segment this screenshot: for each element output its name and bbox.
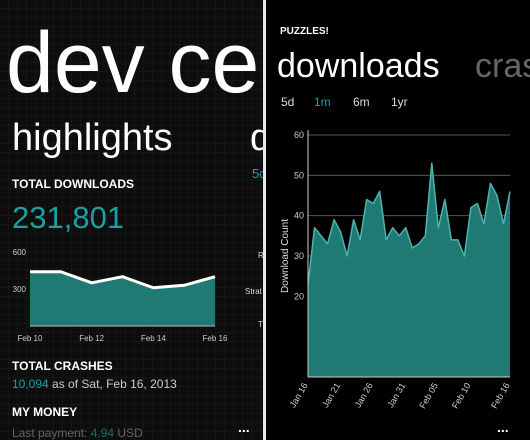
app-title: dev ce xyxy=(6,15,259,111)
payment-line: Last payment: 4.94 USD xyxy=(12,426,143,440)
crashes-count: 10,094 xyxy=(12,377,49,391)
area xyxy=(30,271,215,326)
tab[interactable]: 1m xyxy=(314,95,331,109)
y-tick-label: 40 xyxy=(294,211,304,221)
tab[interactable]: 5d xyxy=(281,95,294,109)
payment-amount: 4.94 xyxy=(91,426,115,440)
tab[interactable]: 6m xyxy=(353,95,370,109)
line xyxy=(30,270,216,290)
area xyxy=(308,163,510,377)
section-label: TOTAL DOWNLOADS xyxy=(12,177,134,191)
total-downloads: 231,801 xyxy=(12,200,124,235)
line xyxy=(307,162,511,285)
y-axis-label: Download Count xyxy=(280,219,291,293)
x-tick-label: Feb 16 xyxy=(203,334,228,343)
payment-label: Last payment: xyxy=(12,426,87,440)
next-tab[interactable]: 5d xyxy=(252,166,266,181)
pivot-next[interactable]: cras xyxy=(475,47,530,85)
pivot-title[interactable]: highlights xyxy=(12,117,173,159)
crashes-date: as of Sat, Feb 16, 2013 xyxy=(52,377,177,391)
x-tick-label: Feb 14 xyxy=(141,334,166,343)
payment-currency: USD xyxy=(117,426,143,440)
right-panel: PUZZLES! downloads cras 5d 1m 6m 1yr 20 30 40… xyxy=(266,0,530,440)
y-tick-label: 300 xyxy=(13,285,27,294)
menu-button[interactable]: ... xyxy=(497,419,509,435)
y-tick-label: 50 xyxy=(294,170,304,180)
y-tick-label: 600 xyxy=(13,248,27,257)
section-label: TOTAL CRASHES xyxy=(12,359,113,373)
menu-button[interactable]: ... xyxy=(238,419,250,435)
side-label: R xyxy=(258,251,264,260)
tab[interactable]: 1yr xyxy=(391,95,408,109)
background xyxy=(0,0,263,440)
pivot-next[interactable]: d xyxy=(250,117,271,159)
chart: 300 600 Feb 10 Feb 12 Feb 14 Feb 16 xyxy=(13,248,228,343)
y-tick-label: 30 xyxy=(294,251,304,261)
divider xyxy=(263,0,266,440)
x-tick-label: Feb 10 xyxy=(18,334,43,343)
section-label: MY MONEY xyxy=(12,405,77,419)
x-tick-label: Feb 12 xyxy=(79,334,104,343)
pivot-title[interactable]: downloads xyxy=(277,47,440,85)
tabs: 5d 1m 6m 1yr xyxy=(281,95,408,109)
y-tick-label: 60 xyxy=(294,130,304,140)
left-panel: dev ce highlights d 5d TOTAL DOWNLOADS 2… xyxy=(0,0,271,440)
side-label: Strat xyxy=(245,287,263,296)
crashes-line: 10,094 as of Sat, Feb 16, 2013 xyxy=(12,377,177,391)
side-label: T xyxy=(258,320,263,329)
app-name: PUZZLES! xyxy=(280,26,329,37)
y-tick-label: 20 xyxy=(294,291,304,301)
